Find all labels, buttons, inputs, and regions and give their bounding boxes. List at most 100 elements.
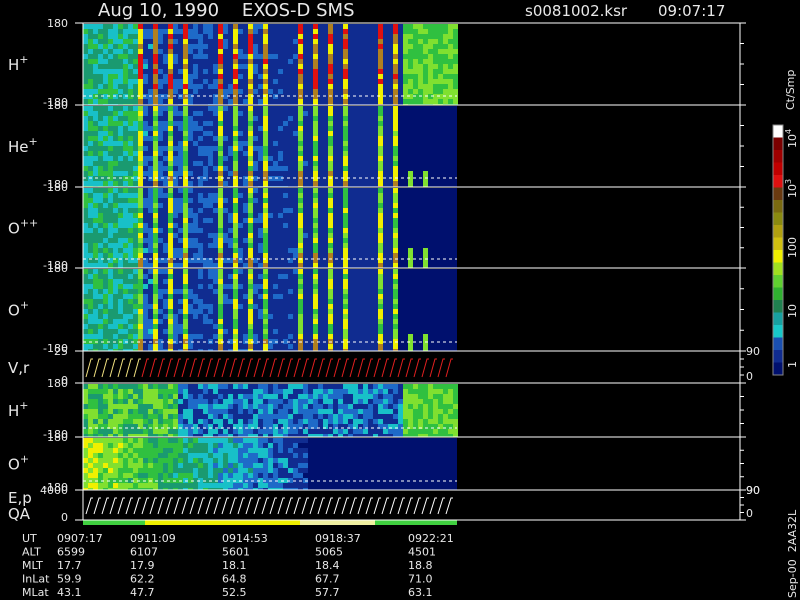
spectrogram-cell (233, 208, 238, 213)
spectrogram-cell (293, 39, 298, 44)
spectrogram-cell (293, 198, 298, 203)
spectrogram-cell (143, 279, 148, 284)
spectrogram-cell (303, 349, 308, 351)
spectrogram-cell (288, 171, 293, 176)
spectrogram-cell (278, 208, 283, 213)
spectrogram-cell (218, 161, 223, 166)
spectrogram-cell (188, 74, 193, 79)
spectrogram-cell (183, 188, 188, 193)
spectrogram-cell (113, 79, 118, 84)
spectrogram-cell (188, 181, 193, 186)
spectrogram-cell (168, 34, 173, 39)
spectrogram-cell (93, 233, 98, 238)
spectrogram-cell (188, 203, 193, 208)
spectrogram-cell (263, 34, 268, 39)
spectrogram-cell (268, 121, 273, 126)
spectrogram-cell (388, 253, 393, 258)
spectrogram-cell (323, 269, 328, 274)
spectrogram-cell (208, 84, 213, 89)
spectrogram-cell (348, 136, 353, 141)
spectrogram-cell (173, 29, 178, 34)
spectrogram-cell (128, 29, 133, 34)
spectrogram-cell (198, 181, 203, 186)
spectrogram-cell (213, 141, 218, 146)
spectrogram-cell (88, 299, 93, 304)
spectrogram-cell (273, 258, 278, 263)
spectrogram-cell (98, 24, 103, 29)
spectrogram-cell (338, 181, 343, 186)
spectrogram-cell (193, 339, 198, 344)
spectrogram-cell (373, 176, 378, 181)
spectrogram-cell (213, 24, 218, 29)
spectrogram-cell (238, 203, 243, 208)
spectrogram-cell (373, 319, 378, 324)
spectrogram-cell (338, 269, 343, 274)
spectrogram-cell (268, 429, 273, 434)
spectrogram-cell (333, 243, 338, 248)
spectrogram-cell (283, 171, 288, 176)
spectrogram-cell (193, 248, 198, 253)
spectrogram-cell (288, 198, 293, 203)
spectrogram-cell (313, 404, 318, 409)
spectrogram-cell (218, 334, 223, 339)
spectrogram-cell (178, 126, 183, 131)
spectrogram-cell (163, 289, 168, 294)
spectrogram-cell (353, 136, 358, 141)
spectrogram-cell (213, 344, 218, 349)
spectrogram-cell (113, 243, 118, 248)
spectrogram-cell (133, 319, 138, 324)
spectrogram-cell (428, 64, 433, 69)
spectrogram-cell (108, 156, 113, 161)
spectrogram-cell (343, 89, 348, 94)
spectrogram-cell (258, 111, 263, 116)
spectrogram-cell (133, 223, 138, 228)
spectrogram-cell (93, 314, 98, 319)
spectrogram-cell (118, 106, 123, 111)
spectrogram-cell (348, 49, 353, 54)
spectrogram-cell (373, 49, 378, 54)
spectrogram-cell (418, 34, 423, 39)
spectrogram-cell (258, 289, 263, 294)
spectrogram-cell (383, 126, 388, 131)
spectrogram-cell (203, 188, 208, 193)
spectrogram-cell (293, 24, 298, 29)
spectrogram-cell (93, 166, 98, 171)
spectrogram-cell (173, 44, 178, 49)
spectrogram-cell (278, 424, 283, 429)
spectrogram-cell (228, 111, 233, 116)
spectrogram-cell (218, 299, 223, 304)
spectrogram-cell (203, 166, 208, 171)
spectrogram-cell (343, 69, 348, 74)
spectrogram-cell (203, 319, 208, 324)
spectrogram-cell (233, 111, 238, 116)
spectrogram-cell (158, 314, 163, 319)
spectrogram-cell (218, 344, 223, 349)
spectrogram-cell (268, 213, 273, 218)
spectrogram-cell (313, 141, 318, 146)
spectrogram-cell (243, 44, 248, 49)
spectrogram-cell (298, 213, 303, 218)
spectrogram-cell (273, 389, 278, 394)
spectrogram-cell (228, 233, 233, 238)
spectrogram-cell (278, 419, 283, 424)
spectrogram-cell (138, 223, 143, 228)
spectrogram-cell (108, 198, 113, 203)
spectrogram-cell (163, 238, 168, 243)
spectrogram-cell (303, 334, 308, 339)
spectrogram-cell (188, 156, 193, 161)
spectrogram-cell (363, 294, 368, 299)
spectrogram-cell (338, 99, 343, 104)
spectrogram-cell (308, 176, 313, 181)
spectrogram-cell (203, 419, 208, 424)
spectrogram-cell (353, 74, 358, 79)
spectrogram-cell (208, 329, 213, 334)
spectrogram-cell (228, 94, 233, 99)
spectrogram-cell (203, 156, 208, 161)
spectrogram-cell (193, 94, 198, 99)
spectrogram-cell (368, 121, 373, 126)
spectrogram-cell (103, 339, 108, 344)
spectrogram-cell (393, 193, 398, 198)
spectrogram-cell (313, 111, 318, 116)
spectrogram-cell (378, 64, 383, 69)
spectrogram-cell (203, 344, 208, 349)
